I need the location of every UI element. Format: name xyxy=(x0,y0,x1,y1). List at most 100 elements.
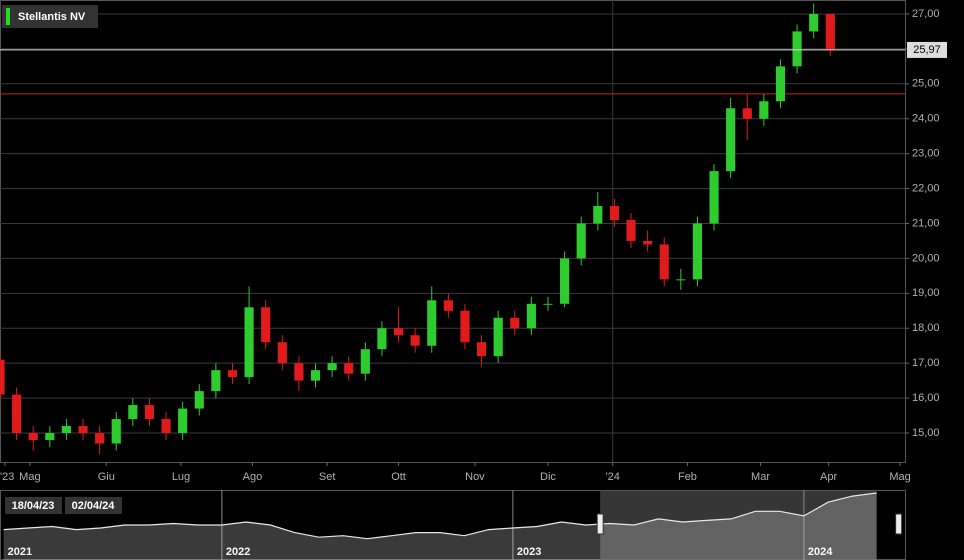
date-box xyxy=(5,497,62,514)
marks: 25,97 xyxy=(0,3,947,454)
candle-body xyxy=(775,66,786,102)
x-tick-label: Ott xyxy=(391,471,406,483)
candle-body xyxy=(809,13,819,32)
candle-body xyxy=(377,328,387,350)
y-tick-label: 20,00 xyxy=(912,252,940,264)
legend-marker xyxy=(6,8,10,25)
candle-body xyxy=(95,433,105,444)
grid: 15,00 16,00 17,00 18,00 19,00 20,00 21,00 22,00… xyxy=(0,0,940,483)
y-tick-label: 24,00 xyxy=(912,113,940,125)
candle-body xyxy=(61,426,71,434)
navigator-handle xyxy=(895,513,903,535)
candle-body xyxy=(111,419,121,444)
candle-body xyxy=(211,370,221,392)
x-tick-label: Lug xyxy=(172,471,190,483)
y-tick-label: 15,00 xyxy=(912,427,940,439)
y-tick-label: 27,00 xyxy=(912,8,940,20)
navigator-year-label: 2022 xyxy=(226,546,250,558)
plot-frame xyxy=(0,0,906,463)
x-tick-label: Dic xyxy=(540,471,556,483)
date-box xyxy=(65,497,122,514)
candle-body xyxy=(178,408,188,434)
candle-body xyxy=(825,13,835,50)
x-tick-label: '23 xyxy=(0,471,14,483)
candle-body xyxy=(410,335,420,346)
candle-body xyxy=(493,317,503,357)
navigator-handle xyxy=(596,513,604,535)
candle-body xyxy=(460,310,470,343)
candle-body xyxy=(510,317,520,329)
x-tick-label: Set xyxy=(319,471,336,483)
candle-body xyxy=(709,171,719,224)
candle-body xyxy=(0,359,5,395)
range-end: 02/04/24 xyxy=(72,500,116,512)
candle-body xyxy=(526,303,536,329)
navigator-line xyxy=(3,492,877,540)
candle-body xyxy=(244,307,254,378)
candle-body xyxy=(294,363,304,381)
candle-body xyxy=(360,349,370,374)
candle-body xyxy=(12,394,22,434)
candle-body xyxy=(543,303,553,305)
navigator-year-label: 2021 xyxy=(8,546,32,558)
y-tick-label: 16,00 xyxy=(912,392,940,404)
candle-body xyxy=(643,240,653,245)
y-tick-label: 19,00 xyxy=(912,287,940,299)
candle-body xyxy=(78,426,88,434)
candle-body xyxy=(227,370,238,378)
candle-body xyxy=(476,342,487,357)
candle-body xyxy=(593,206,603,224)
last-price-label: 25,97 xyxy=(913,44,941,56)
candle-body xyxy=(692,223,702,280)
candle-body xyxy=(742,108,752,119)
candle-body xyxy=(659,244,669,280)
navigator: 2021 2022 2023 2024 xyxy=(3,490,903,560)
candle-body xyxy=(161,419,171,434)
x-tick-label: Ago xyxy=(243,471,263,483)
y-tick-label: 23,00 xyxy=(912,148,940,160)
x-tick-label: Feb xyxy=(678,471,697,483)
candle-body xyxy=(261,307,271,343)
candle-body xyxy=(676,279,686,281)
candle-body xyxy=(576,223,586,259)
legend-label: Stellantis NV xyxy=(18,11,86,23)
candle-body xyxy=(144,405,155,420)
candle-body xyxy=(393,328,404,336)
y-tick-label: 17,00 xyxy=(912,357,940,369)
candle-body xyxy=(45,433,55,440)
candle-body xyxy=(609,206,619,220)
candle-body xyxy=(726,108,736,172)
candle-body xyxy=(443,300,453,311)
legend-box xyxy=(2,5,98,28)
candle-body xyxy=(310,370,321,381)
candle-body xyxy=(327,363,337,371)
navigator-area xyxy=(3,493,877,560)
candle-body xyxy=(277,342,287,364)
x-tick-label: Giu xyxy=(98,471,115,483)
y-tick-label: 21,00 xyxy=(912,217,940,229)
navigator-selection xyxy=(600,491,877,560)
candle-body xyxy=(759,101,769,119)
candle-body xyxy=(28,433,38,440)
x-tick-label: '24 xyxy=(606,471,620,483)
candle-body xyxy=(792,31,802,67)
y-tick-label: 25,00 xyxy=(912,78,940,90)
y-tick-label: 22,00 xyxy=(912,182,940,194)
x-tick-label: Mar xyxy=(751,471,770,483)
x-tick-label: Mag xyxy=(19,471,40,483)
candle-body xyxy=(128,405,138,420)
navigator-year-label: 2024 xyxy=(808,546,833,558)
range-start: 18/04/23 xyxy=(12,500,55,512)
candle-body xyxy=(560,258,570,304)
last-price-box xyxy=(907,41,947,58)
candle-body xyxy=(427,300,437,346)
x-tick-label: Apr xyxy=(820,471,837,483)
x-tick-label: Mag xyxy=(889,471,910,483)
candle-body xyxy=(194,391,204,409)
candle-body xyxy=(626,220,636,241)
y-tick-label: 18,00 xyxy=(912,322,940,334)
candle-body xyxy=(344,363,354,374)
x-tick-label: Nov xyxy=(465,471,485,483)
